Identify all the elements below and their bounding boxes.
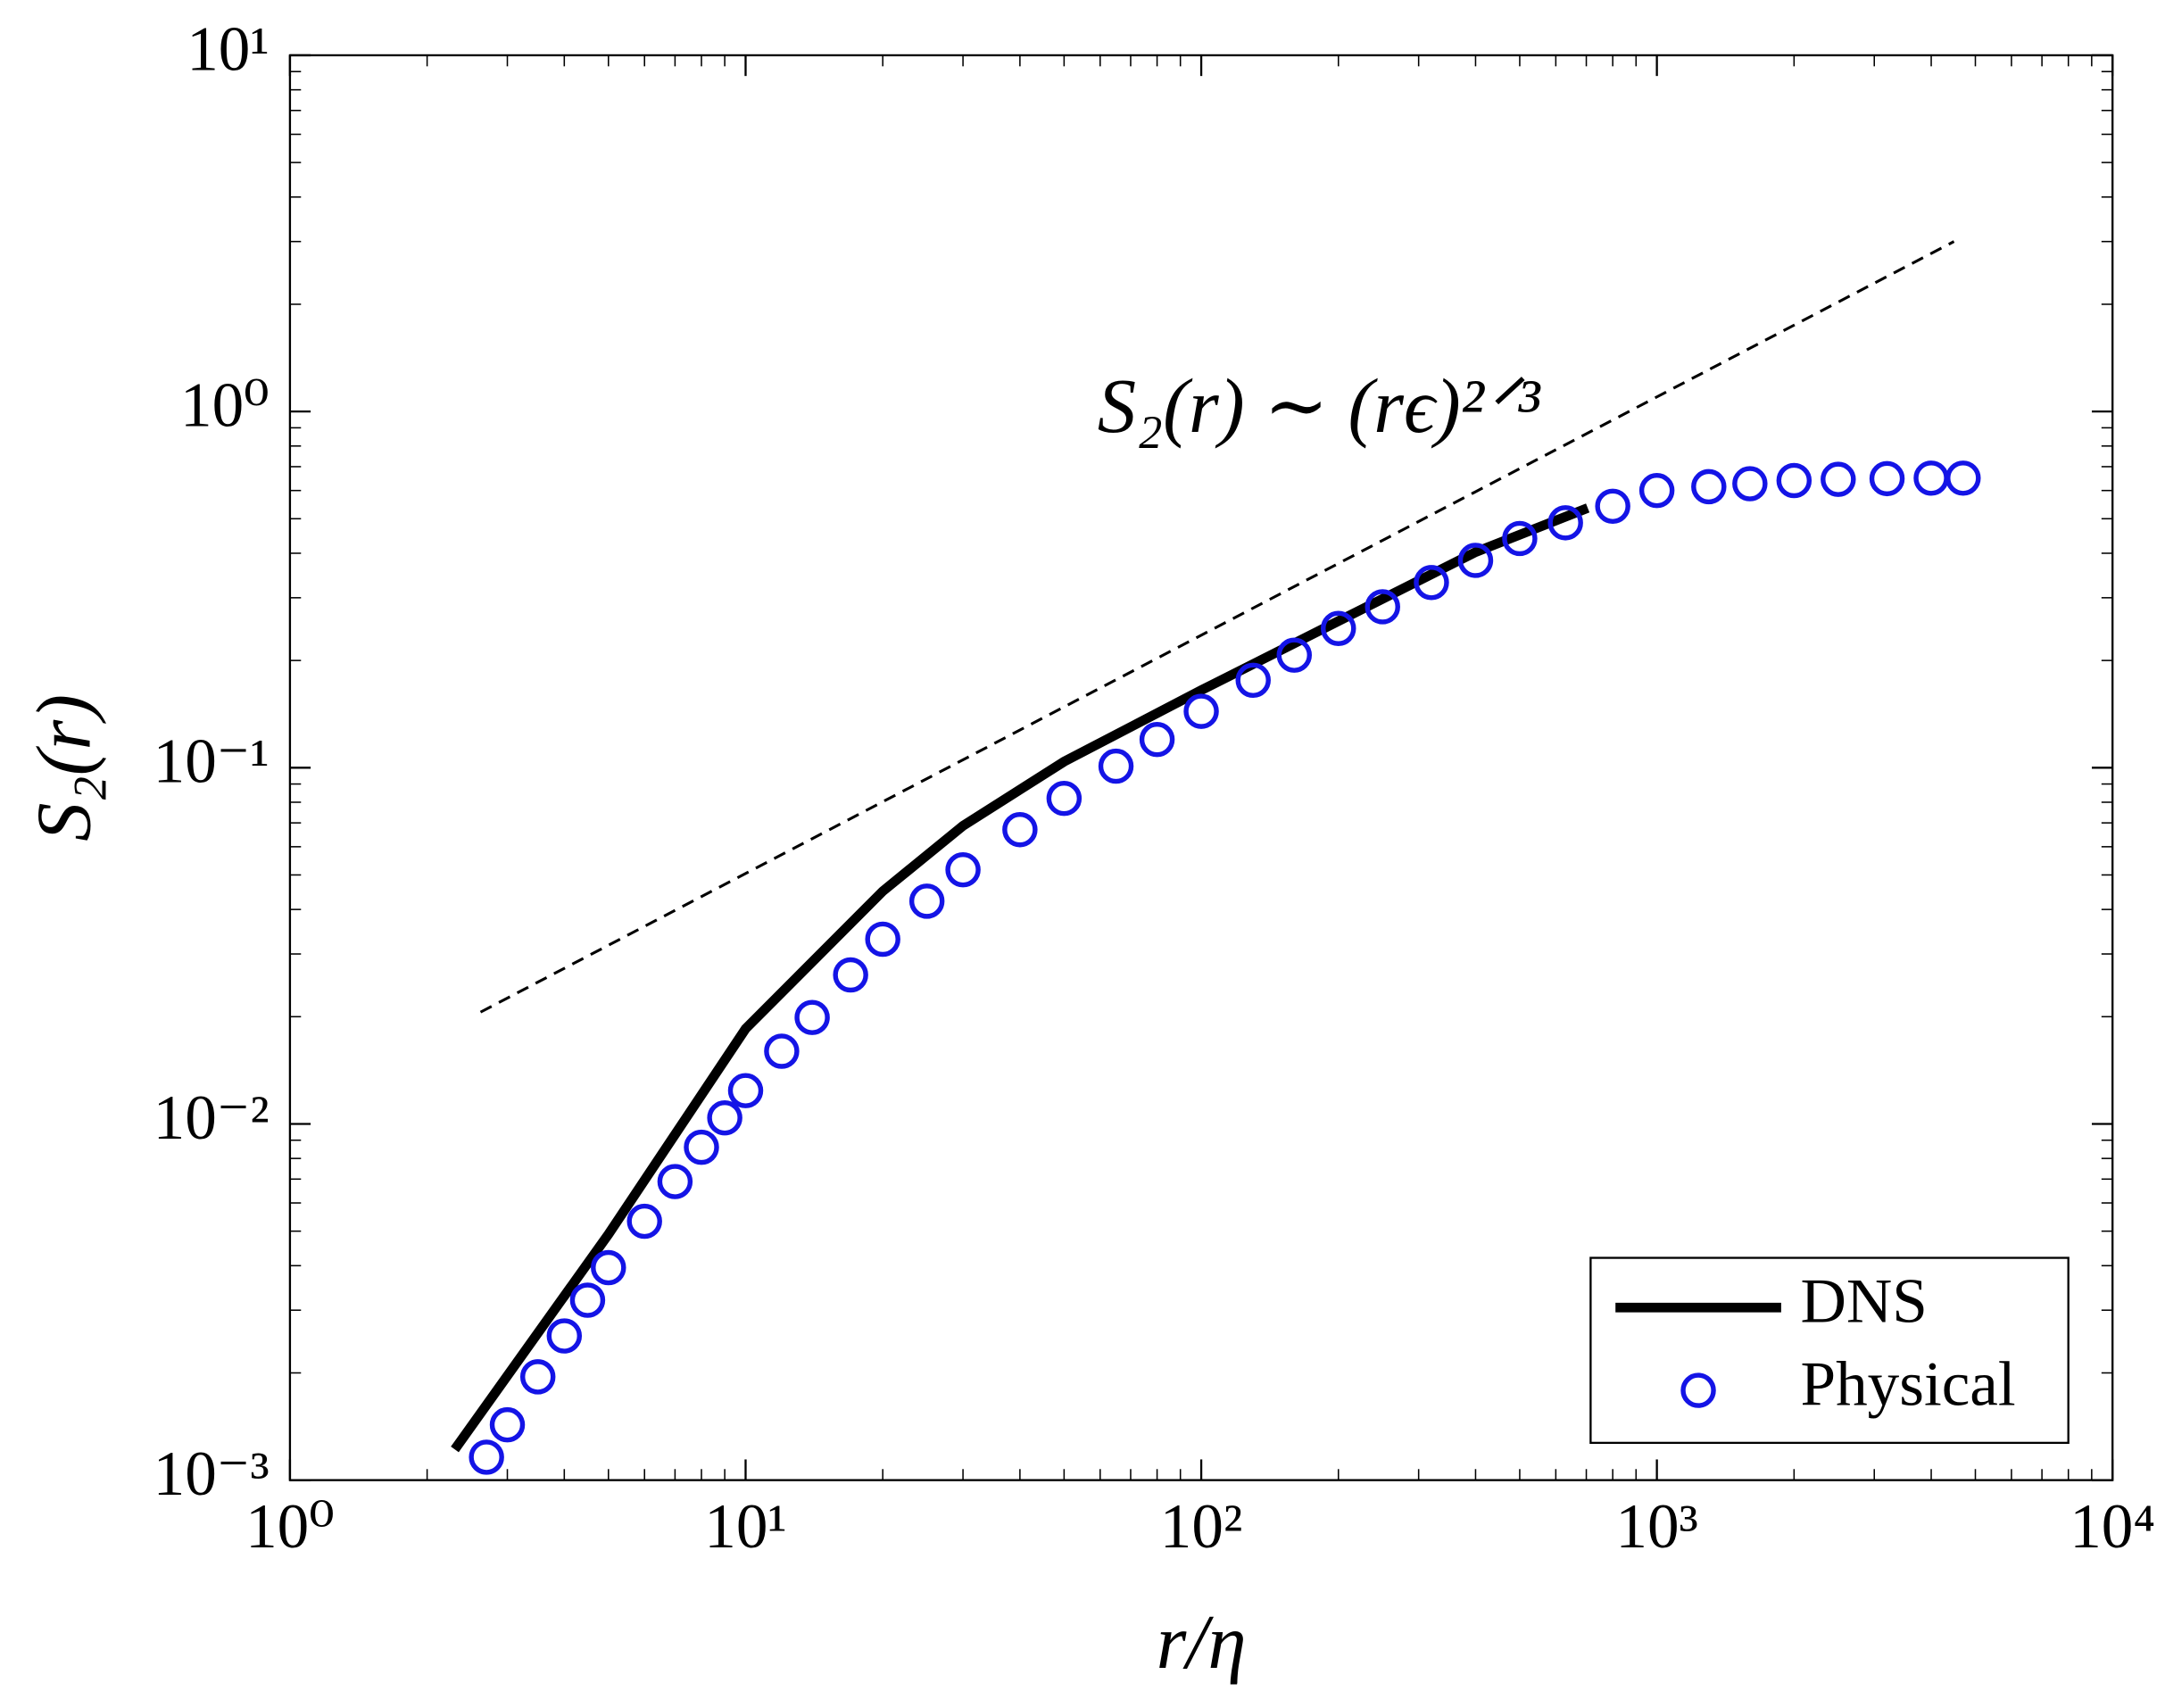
- marker: [1638, 472, 1675, 509]
- marker: [1365, 589, 1400, 625]
- marker: [591, 1249, 626, 1286]
- marker: [1547, 505, 1583, 541]
- x-tick-label: 10⁰: [245, 1492, 335, 1562]
- marker: [1945, 460, 1981, 496]
- y-tick-label: 10⁻²: [153, 1083, 270, 1153]
- marker: [1235, 662, 1271, 699]
- marker: [546, 1318, 583, 1354]
- marker: [1502, 520, 1538, 557]
- marker: [684, 1129, 719, 1165]
- marker: [1732, 466, 1768, 502]
- marker: [489, 1406, 526, 1443]
- marker: [1595, 488, 1630, 525]
- marker: [908, 883, 945, 919]
- marker: [1183, 693, 1219, 729]
- marker: [727, 1073, 764, 1108]
- marker: [1776, 462, 1812, 499]
- marker: [865, 921, 900, 958]
- y-tick-label: 10¹: [187, 14, 270, 84]
- y-tick-label: 10⁰: [180, 370, 270, 440]
- marker: [1002, 812, 1038, 848]
- marker: [945, 851, 981, 888]
- legend-label: DNS: [1801, 1267, 1928, 1337]
- marker: [1414, 565, 1449, 601]
- reference-line: [479, 240, 1955, 1014]
- marker: [469, 1439, 504, 1475]
- x-tick-label: 10²: [1160, 1492, 1243, 1562]
- marker: [764, 1033, 800, 1069]
- marker: [1869, 460, 1905, 497]
- marker: [519, 1359, 556, 1395]
- y-axis-label: S₂(r): [21, 694, 106, 842]
- marker: [657, 1164, 693, 1199]
- x-tick-label: 10¹: [704, 1492, 787, 1562]
- marker: [833, 957, 868, 993]
- y-tick-label: 10⁻³: [153, 1439, 270, 1509]
- y-tick-label: 10⁻¹: [153, 727, 270, 797]
- legend-marker: [1680, 1372, 1716, 1408]
- marker: [1691, 468, 1727, 505]
- marker: [1913, 460, 1949, 496]
- x-tick-label: 10³: [1615, 1492, 1698, 1562]
- annotation: S₂(r) ∼ (rϵ)²ᐟ³: [1098, 363, 1542, 449]
- legend-box: [1589, 1256, 2070, 1445]
- marker: [569, 1282, 606, 1318]
- marker: [1139, 721, 1175, 758]
- x-tick-label: 10⁴: [2070, 1492, 2155, 1562]
- marker: [1457, 543, 1494, 578]
- marker: [1321, 610, 1356, 646]
- series-line: [451, 503, 1590, 1453]
- marker: [1098, 748, 1134, 784]
- marker: [626, 1203, 662, 1240]
- marker: [1276, 637, 1313, 673]
- legend-label: Physical: [1801, 1349, 2016, 1419]
- x-axis-label: r/η: [1157, 1599, 1247, 1685]
- marker: [794, 999, 830, 1035]
- marker: [1046, 780, 1082, 817]
- marker: [1821, 461, 1856, 497]
- marker: [707, 1099, 742, 1136]
